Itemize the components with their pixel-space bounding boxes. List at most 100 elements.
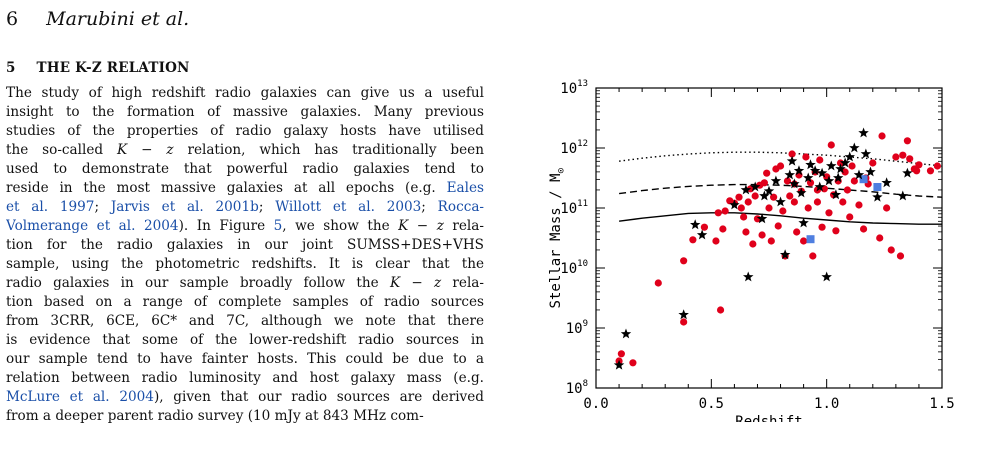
y-axis-label-main: Stellar Mass / M xyxy=(548,174,564,309)
y-tick-base: 10 xyxy=(560,201,577,217)
star-data-point xyxy=(865,166,876,177)
citation-link[interactable]: Jarvis et al. 2001b xyxy=(110,199,259,215)
y-axis-label: Stellar Mass / M⊙ xyxy=(548,168,567,309)
red-data-point xyxy=(841,168,849,176)
red-data-point xyxy=(876,234,884,242)
paragraph-line: Volmerange et al. 2004). In Figure 5, we… xyxy=(6,217,484,236)
star-data-point xyxy=(830,189,842,200)
x-tick-label: 0.5 xyxy=(699,396,724,412)
red-data-point xyxy=(719,225,727,233)
red-data-point xyxy=(806,179,815,187)
text-run: The study of high redshift radio galaxie… xyxy=(6,85,484,101)
text-run: ; xyxy=(94,199,111,215)
red-data-point xyxy=(779,207,787,215)
model-curve-dotted xyxy=(619,151,943,167)
paragraph-line: tion for the radio galaxies in our joint… xyxy=(6,236,484,255)
red-data-point xyxy=(763,169,771,177)
red-data-point xyxy=(790,198,798,206)
star-data-point xyxy=(835,163,846,174)
paragraph-line: from a deeper parent radio survey (10 mJ… xyxy=(6,407,484,426)
star-data-point xyxy=(849,142,860,153)
x-tick-label: 1.0 xyxy=(814,396,839,412)
star-data-point xyxy=(803,172,814,183)
text-run: studies of the properties of radio galax… xyxy=(6,123,484,139)
blue-data-point xyxy=(873,183,882,191)
paragraph-line: our sample tend to have fainter hosts. T… xyxy=(6,350,484,369)
y-tick-label: 1012 xyxy=(560,139,588,157)
y-tick-label: 1011 xyxy=(560,199,588,217)
red-data-point xyxy=(793,228,801,236)
y-tick-base: 10 xyxy=(566,321,583,337)
model-curve-dashed xyxy=(619,183,943,198)
citation-link[interactable]: Volmerange et al. 2004 xyxy=(6,218,179,234)
red-data-point xyxy=(680,257,688,265)
red-data-point xyxy=(742,228,750,236)
red-data-point xyxy=(813,198,822,206)
red-data-point xyxy=(825,209,833,217)
citation-link[interactable]: McLure et al. 2004 xyxy=(6,389,154,405)
star-data-point xyxy=(743,271,754,282)
red-data-point xyxy=(878,132,886,140)
citation-link[interactable]: et al. 1997 xyxy=(6,199,95,215)
red-data-point xyxy=(915,161,923,169)
math-expression: K − z xyxy=(398,218,444,234)
red-data-point xyxy=(816,156,824,164)
red-data-point xyxy=(654,279,662,287)
text-run: rela- xyxy=(443,218,484,234)
text-run: sample, using the photometric redshifts.… xyxy=(6,256,484,272)
star-data-point xyxy=(740,184,752,195)
text-run: ). In Figure xyxy=(178,218,274,234)
red-data-point xyxy=(933,162,941,170)
red-data-point xyxy=(843,186,852,194)
red-data-point xyxy=(892,153,900,161)
star-data-point xyxy=(784,169,795,180)
text-run: from 3CRR, 6CE, 6C* and 7C, although we … xyxy=(6,313,484,329)
star-data-point xyxy=(729,199,740,210)
citation-link[interactable]: Willott et al. 2003 xyxy=(275,199,422,215)
star-data-point xyxy=(759,190,770,201)
red-data-point xyxy=(896,252,905,260)
text-run: relation, which has traditionally been xyxy=(173,142,484,158)
red-data-point xyxy=(848,162,856,170)
red-data-point xyxy=(765,204,773,212)
star-data-point xyxy=(749,181,761,192)
star-data-point xyxy=(696,229,708,240)
chart-axes xyxy=(595,87,943,389)
star-data-point xyxy=(902,167,913,178)
red-data-point xyxy=(899,151,907,159)
paragraph-line: tion based on a range of complete sample… xyxy=(6,293,484,312)
citation-link[interactable]: Rocca- xyxy=(437,199,484,215)
red-data-point xyxy=(869,159,877,167)
red-data-point xyxy=(776,162,785,170)
math-expression: K − z xyxy=(389,275,442,291)
red-data-point xyxy=(749,240,757,248)
paragraph-line: reside in the most massive galaxies at a… xyxy=(6,179,484,198)
star-data-point xyxy=(881,177,892,188)
paragraph-line: relation between radio luminosity and ho… xyxy=(6,369,484,388)
star-data-point xyxy=(823,175,835,186)
stellar-mass-redshift-chart: 0.0 0.5 1.0 1.51081091010101110121013Redshi… xyxy=(548,79,955,422)
red-data-point xyxy=(617,350,625,358)
red-data-point xyxy=(926,167,935,175)
star-data-point xyxy=(860,148,872,159)
star-data-point xyxy=(798,217,809,228)
red-data-point xyxy=(712,237,720,245)
paragraph-line: insight to the formation of massive gala… xyxy=(6,103,484,122)
math-expression: K − z xyxy=(117,142,174,158)
citation-link[interactable]: Eales xyxy=(446,180,484,196)
paragraph-line: studies of the properties of radio galax… xyxy=(6,122,484,141)
star-data-point xyxy=(844,151,855,162)
red-data-point xyxy=(758,231,766,239)
text-run: relation between radio luminosity and ho… xyxy=(6,370,484,386)
red-data-point xyxy=(721,207,729,215)
red-data-point xyxy=(689,236,697,244)
star-data-point xyxy=(872,191,883,202)
star-data-point xyxy=(805,159,816,170)
citation-link[interactable]: 5 xyxy=(273,218,283,234)
star-data-point xyxy=(793,165,805,176)
red-data-point xyxy=(846,213,854,221)
y-tick-label: 1010 xyxy=(560,259,588,277)
running-header: 6 Marubini et al. xyxy=(6,8,189,30)
section-title: THE K-Z RELATION xyxy=(36,60,190,76)
red-data-point xyxy=(740,213,748,221)
